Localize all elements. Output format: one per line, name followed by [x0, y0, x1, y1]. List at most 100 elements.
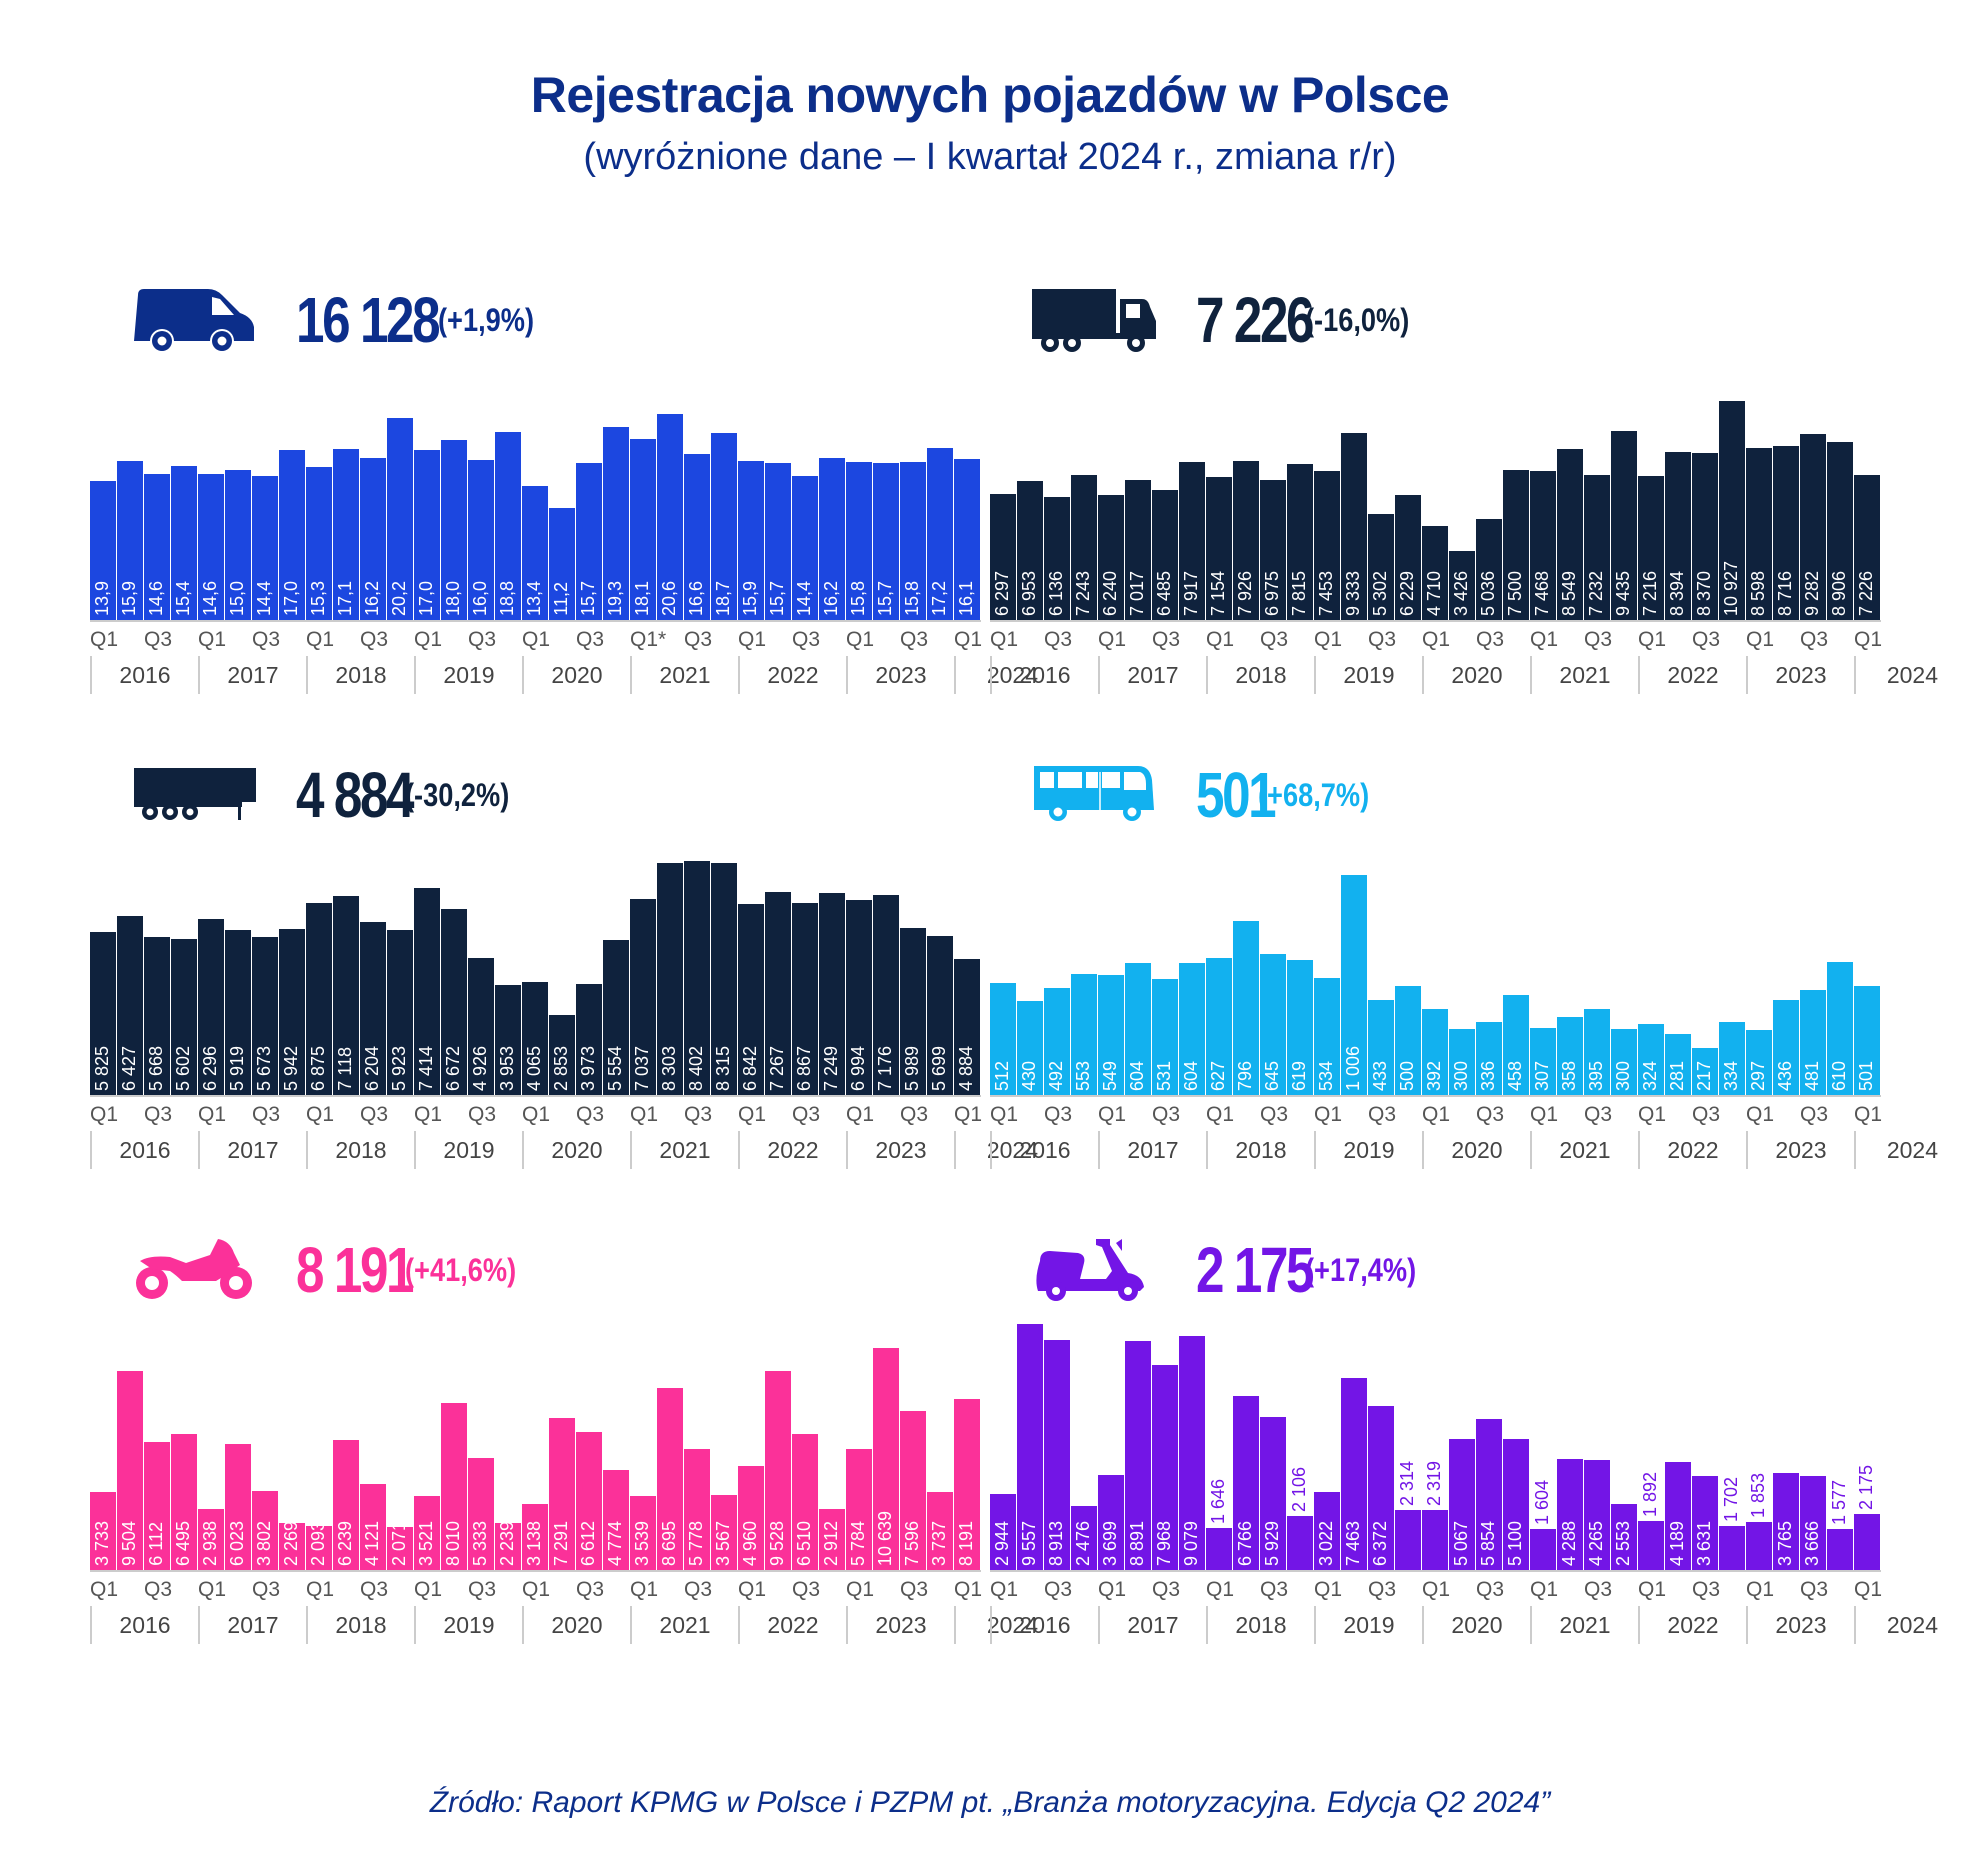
bar-value-label: 6 297 [992, 570, 1013, 616]
headline-change: (-30,2%) [405, 776, 510, 813]
quarter-tick-label: Q3 [684, 1103, 713, 1126]
bar-value-label: 15,9 [119, 580, 140, 616]
panel-vans: 16 128 (+1,9%) 13,9 15,9 14,6 15,4 14,6 15,0 1… [90, 265, 1080, 694]
bar-value-label: 7 267 [767, 1045, 788, 1091]
year-label: 2017 [198, 1131, 306, 1169]
bar: 619 [1287, 960, 1313, 1095]
bar-value-label: 2 175 [1856, 1464, 1877, 1510]
bar-value-label: 5 825 [92, 1045, 113, 1091]
bar: 19,3 [603, 427, 629, 620]
quarter-tick-label: Q3 [576, 628, 605, 651]
quarter-tick-label [1233, 1103, 1260, 1127]
bar: 6 612 [576, 1432, 602, 1570]
bar-value-label: 6 612 [578, 1520, 599, 1566]
bar: 5 100 [1503, 1439, 1529, 1570]
year-label: 2018 [306, 1131, 414, 1169]
quarter-tick-label: Q1 [414, 628, 443, 651]
bar-value-label: 358 [1559, 1060, 1580, 1091]
year-label: 2020 [1422, 1606, 1530, 1644]
bar: 6 766 [1233, 1396, 1259, 1570]
bar-value-label: 6 240 [1100, 570, 1121, 616]
bar-value-label: 2 269 [281, 1520, 302, 1566]
year-axis: 2016 2017 2018 2019 2020 2021 2022 2023 2024 [990, 656, 1938, 694]
quarter-tick-label [549, 628, 576, 652]
bar: 6 239 [333, 1440, 359, 1570]
bar-value-label: 5 929 [1262, 1520, 1283, 1566]
bar-value-label: 9 435 [1613, 570, 1634, 616]
quarter-tick-label: Q1 [1638, 1103, 1667, 1126]
quarter-axis: Q1 Q3 Q1 Q3 Q1 Q3 Q1 Q3 Q1 Q3 Q1 Q3 Q1 Q3 Q1 Q3 Q1 [990, 628, 1882, 652]
quarter-tick-label: Q3 [468, 628, 497, 651]
bar: 8 695 [657, 1388, 683, 1570]
year-label: 2024 [1854, 656, 1938, 694]
bar-value-label: 4 960 [740, 1520, 761, 1566]
bar: 8 370 [1692, 453, 1718, 620]
bar: 2 239 [495, 1521, 521, 1570]
bar: 7 176 [873, 895, 899, 1095]
x-axis-line [990, 1570, 1881, 1572]
quarter-tick-label [1503, 628, 1530, 652]
quarter-tick-label: Q1 [1854, 1103, 1883, 1126]
quarter-tick-label: Q3 [360, 1103, 389, 1126]
bar-value-label: 6 112 [146, 1522, 167, 1566]
bar: 6 297 [990, 494, 1016, 620]
bar: 3 699 [1098, 1475, 1124, 1570]
bar-value-label: 18,7 [713, 580, 734, 616]
bar-value-label: 14,6 [146, 580, 167, 616]
bar-value-label: 4 065 [524, 1045, 545, 1091]
bar: 436 [1773, 1000, 1799, 1095]
year-label: 2023 [846, 1131, 954, 1169]
bar: 7 917 [1179, 462, 1205, 620]
bars: 6 297 6 953 6 136 7 243 6 240 7 017 6 485 7 917… [990, 390, 1881, 620]
bar-value-label: 7 596 [902, 1520, 923, 1566]
bar: 5 778 [684, 1449, 710, 1570]
bar-value-label: 5 602 [173, 1045, 194, 1091]
bar-value-label: 297 [1748, 1060, 1769, 1091]
bar-value-label: 8 598 [1748, 570, 1769, 616]
quarter-tick-label [765, 1103, 792, 1127]
year-label: 2021 [1530, 1606, 1638, 1644]
bar-value-label: 2 093 [308, 1520, 329, 1566]
bar-value-label: 6 994 [848, 1045, 869, 1091]
quarter-tick-label: Q1 [990, 628, 1019, 651]
quarter-tick-label [1557, 1578, 1584, 1602]
quarter-tick-label [1395, 628, 1422, 652]
quarter-tick-label: Q1 [990, 1578, 1019, 1601]
bar-value-label: 5 302 [1370, 570, 1391, 616]
year-label: 2016 [990, 656, 1098, 694]
headline-change: (+41,6%) [405, 1251, 517, 1288]
quarter-tick-label [1179, 1103, 1206, 1127]
bar-value-label: 8 695 [659, 1520, 680, 1566]
quarter-tick-label: Q3 [1692, 1103, 1721, 1126]
quarter-tick-label [333, 1103, 360, 1127]
bar: 6 953 [1017, 481, 1043, 620]
x-axis-line [990, 1095, 1881, 1097]
quarter-tick-label [1341, 1103, 1368, 1127]
quarter-tick-label [1287, 1103, 1314, 1127]
bar-value-label: 5 067 [1451, 1520, 1472, 1566]
quarter-tick-label [1827, 1578, 1854, 1602]
quarter-tick-label [1665, 1578, 1692, 1602]
bar: 15,8 [900, 462, 926, 620]
quarter-tick-label: Q3 [1368, 1103, 1397, 1126]
bar-value-label: 604 [1127, 1060, 1148, 1091]
bar: 3 973 [576, 984, 602, 1095]
bar: 430 [1017, 1001, 1043, 1095]
quarter-tick-label: Q3 [1260, 1103, 1289, 1126]
bar-value-label: 5 699 [929, 1045, 950, 1091]
bar-value-label: 7 243 [1073, 570, 1094, 616]
year-label: 2024 [954, 1131, 1038, 1169]
bar: 7 017 [1125, 480, 1151, 620]
quarter-tick-label [711, 628, 738, 652]
bar: 6 994 [846, 900, 872, 1095]
bar: 10 639 [873, 1348, 899, 1570]
bar: 14,4 [792, 476, 818, 620]
bar-value-label: 17,0 [416, 580, 437, 616]
page-title: Rejestracja nowych pojazdów w Polsce [530, 67, 1450, 123]
bar: 5 067 [1449, 1439, 1475, 1570]
bar: 3 138 [522, 1504, 548, 1570]
year-label: 2021 [1530, 656, 1638, 694]
bar: 3 765 [1773, 1473, 1799, 1570]
bar-value-label: 433 [1370, 1060, 1391, 1091]
bar-value-label: 610 [1829, 1060, 1850, 1091]
